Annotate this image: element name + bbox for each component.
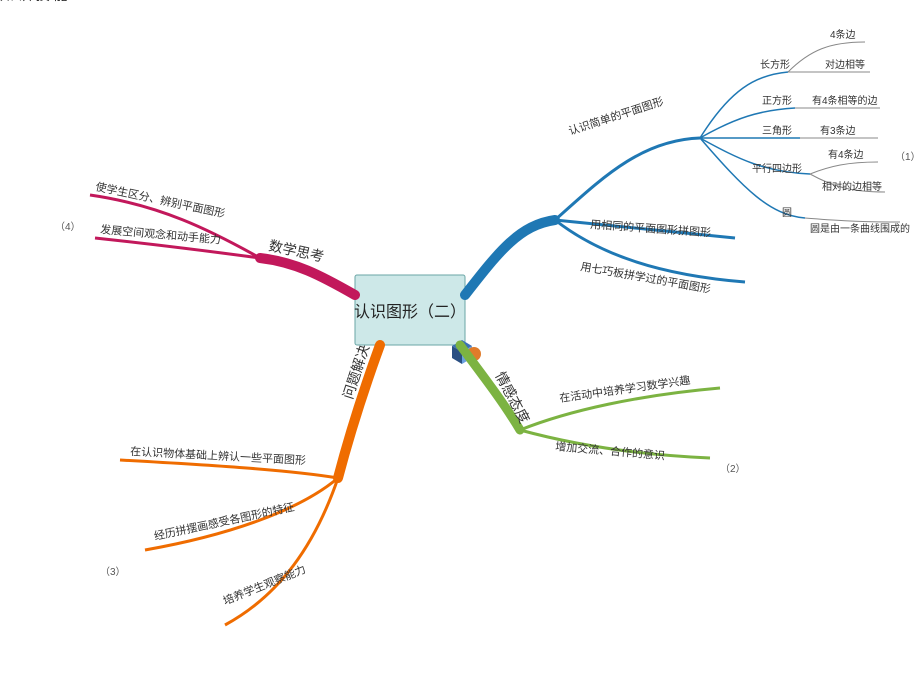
shape-para: 平行四边形 — [752, 162, 802, 175]
tri-leaf1: 有3条边 — [820, 124, 856, 137]
problem-sub3: 培养学生观察能力 — [221, 562, 308, 608]
shape-circle: 圆 — [782, 207, 792, 219]
marker-3: （3） — [100, 566, 126, 578]
center-node: 认识图形（二） — [354, 275, 466, 345]
circle-leaf1: 圆是由一条曲线围成的 — [810, 222, 910, 235]
knowledge-sub1: 认识简单的平面图形 — [567, 94, 665, 138]
branch-thinking: 数学思考 使学生区分、辨别平面图形 发展空间观念和动手能力 — [90, 179, 355, 295]
shape-square: 正方形 — [762, 94, 792, 107]
para-leaf2: 相对的边相等 — [822, 180, 882, 193]
shape-tri: 三角形 — [762, 125, 792, 137]
knowledge-sub2: 用相同的平面图形拼图形 — [590, 217, 712, 239]
marker-1: （1） — [895, 151, 920, 163]
square-leaf1: 有4条相等的边 — [812, 94, 878, 107]
rect-leaf1: 4条边 — [830, 28, 856, 41]
rect-leaf2: 对边相等 — [825, 58, 865, 71]
shape-rect: 长方形 — [760, 58, 790, 71]
knowledge-label: 知 识 技 能 — [0, 0, 68, 3]
branch-attitude: 情感态度 在活动中培养学习数学兴趣 增加交流、合作的意识 — [460, 345, 720, 463]
center-label: 认识图形（二） — [354, 303, 466, 321]
branch-knowledge: 知 识 技 能 认识简单的平面图形 长方形 4条边 对边相等 正方形 有4条相等… — [0, 0, 910, 296]
attitude-sub2: 增加交流、合作的意识 — [555, 439, 666, 463]
marker-4: （4） — [55, 221, 81, 233]
mindmap-canvas: 认识图形（二） 知 识 技 能 认识简单的平面图形 长方形 4条边 对边相等 正… — [0, 0, 920, 690]
problem-sub1: 在认识物体基础上辨认一些平面图形 — [130, 444, 306, 467]
branch-problem: 问题解决 在认识物体基础上辨认一些平面图形 经历拼摆画感受各图形的特征 培养学生… — [120, 343, 380, 625]
problem-sub2: 经历拼摆画感受各图形的特征 — [153, 500, 296, 543]
marker-2: （2） — [720, 463, 746, 475]
para-leaf1: 有4条边 — [828, 148, 864, 161]
thinking-sub2: 发展空间观念和动手能力 — [100, 222, 222, 246]
